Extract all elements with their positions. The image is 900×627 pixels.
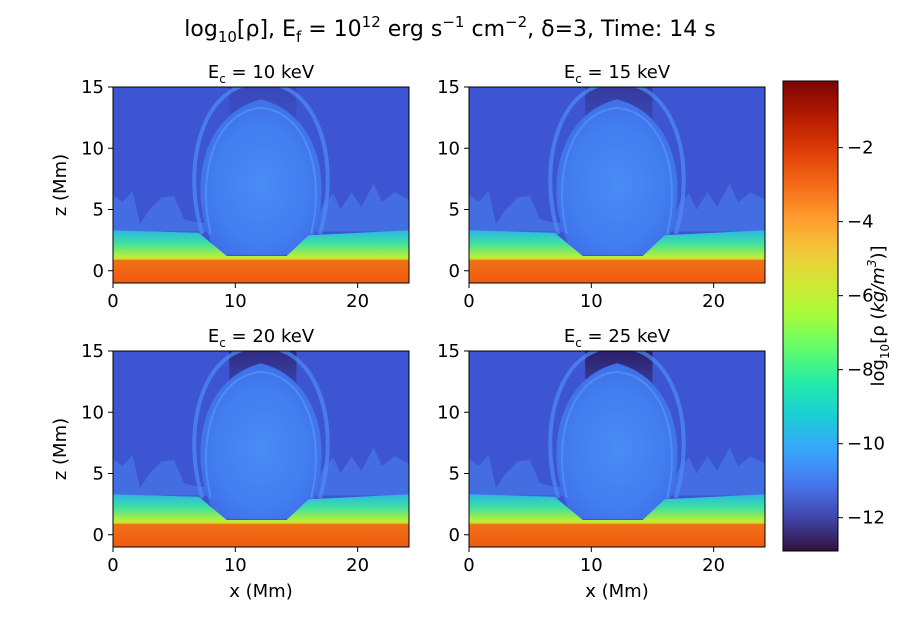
colorbar-gradient [782,80,839,552]
panel-3: Ec = 20 keV 0 10 20 0 5 10 15 z (Mm) x (Mm) [50,326,410,602]
colorbar-tick-label: −4 [847,212,874,233]
panel-2: Ec = 15 keV 0 10 20 0 5 10 15 [437,62,766,312]
y-tick-label: 5 [449,200,460,221]
x-tick-label: 20 [346,555,369,576]
figure-title: log10[ρ], Ef = 1012 erg s−1 cm−2, δ=3, T… [184,13,715,46]
photosphere [469,523,765,547]
colorbar-tick-label: −10 [847,434,885,455]
y-tick-label: 5 [93,200,104,221]
x-tick-label: 10 [224,555,247,576]
panel-title: Ec = 15 keV [564,62,671,86]
x-tick-label: 10 [580,291,603,312]
x-axis-label: x (Mm) [585,581,648,602]
y-tick-label: 10 [437,138,460,159]
spicule-layer [113,447,409,496]
photosphere [113,259,409,283]
y-tick-label: 5 [449,464,460,485]
y-tick-label: 10 [81,402,104,423]
spicule-layer [469,183,765,232]
y-axis-label: z (Mm) [50,154,71,216]
shock-front [548,87,686,235]
colorbar-label: log10[ρ (kg/m3)] [865,245,892,386]
density-image [469,351,765,547]
colorbar-ticks: −2 −4 −6 −8 −10 −12 [838,138,885,529]
colorbar-tick-label: −8 [847,360,874,381]
panels: Ec = 10 keV 0 10 20 0 5 10 15 z (Mm) Ec = 15 keV 0… [50,62,766,602]
inner-shell [561,106,673,235]
y-axis-label: z (Mm) [50,418,71,480]
x-tick-label: 0 [107,555,118,576]
x-tick-label: 10 [580,555,603,576]
y-tick-label: 10 [437,402,460,423]
shock-front [548,351,686,499]
y-tick-label: 10 [81,138,104,159]
colorbar-tick-label: −6 [847,286,874,307]
x-tick-label: 0 [463,291,474,312]
density-image [113,351,409,547]
evaporation-cavity [556,363,678,519]
y-tick-label: 15 [437,341,460,362]
y-tick-label: 0 [449,261,460,282]
axes-frame [112,350,410,548]
axes-frame [468,86,766,284]
evaporation-cavity [200,363,322,519]
colorbar: −2 −4 −6 −8 −10 −12 log10[ρ (kg/m3)] [782,80,892,552]
shock-front [192,87,330,235]
y-tick-label: 15 [81,341,104,362]
axes-frame [468,350,766,548]
y-tick-label: 0 [93,261,104,282]
photosphere [113,523,409,547]
spicule-layer [113,183,409,232]
panel-title: Ec = 10 keV [208,62,315,86]
x-tick-label: 20 [702,291,725,312]
evaporation-cavity [556,99,678,255]
colorbar-tick-label: −2 [847,138,874,159]
panel-title: Ec = 25 keV [564,326,671,350]
panel-1: Ec = 10 keV 0 10 20 0 5 10 15 z (Mm) [50,62,410,312]
y-tick-label: 0 [93,525,104,546]
y-tick-label: 5 [93,464,104,485]
colorbar-tick-label: −12 [847,508,885,529]
evaporation-cavity [200,99,322,255]
shock-front [192,351,330,499]
inner-shell [205,106,317,235]
inner-shell [205,370,317,499]
x-tick-label: 20 [346,291,369,312]
y-tick-label: 15 [81,77,104,98]
inner-shell [561,370,673,499]
y-tick-label: 15 [437,77,460,98]
panel-title: Ec = 20 keV [208,326,315,350]
panel-4: Ec = 25 keV 0 10 20 0 5 10 15 x (Mm) [437,326,766,602]
density-image [469,87,765,283]
y-tick-label: 0 [449,525,460,546]
x-axis-label: x (Mm) [229,581,292,602]
x-tick-label: 10 [224,291,247,312]
photosphere [469,259,765,283]
spicule-layer [469,447,765,496]
x-tick-label: 20 [702,555,725,576]
x-tick-label: 0 [463,555,474,576]
axes-frame [112,86,410,284]
density-image [113,87,409,283]
x-tick-label: 0 [107,291,118,312]
